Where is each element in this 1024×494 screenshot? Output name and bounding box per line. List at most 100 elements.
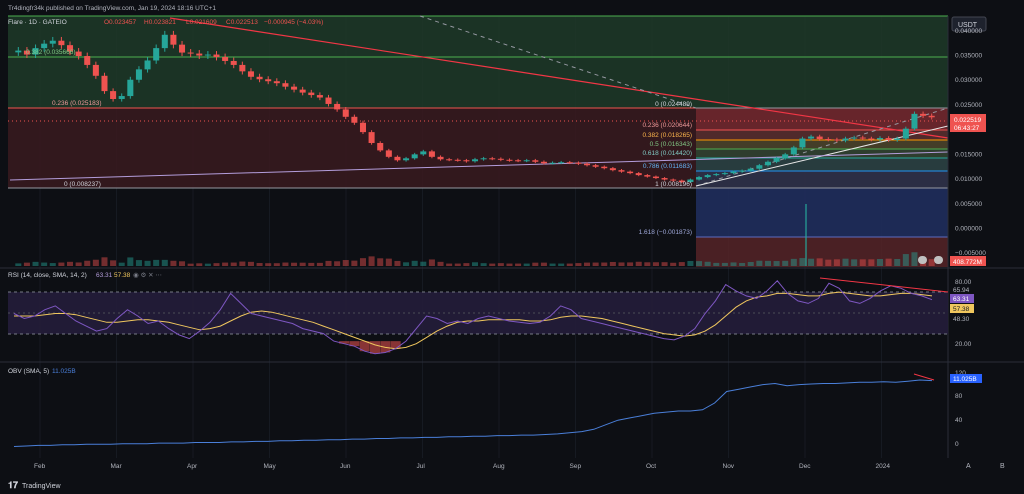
log-scale-button[interactable]: B xyxy=(1000,463,1005,470)
volume-bar xyxy=(618,262,625,266)
dashed-line-2[interactable] xyxy=(695,107,949,187)
rsi-tick: 20.00 xyxy=(955,341,972,348)
volume-bar xyxy=(161,259,168,266)
indicator-controls[interactable]: ◉ ⚙ ✕ ⋯ xyxy=(133,272,162,279)
price-tick: 0.035000 xyxy=(955,53,982,60)
obv-tag-bg xyxy=(950,374,982,383)
candle xyxy=(41,43,48,49)
volume-bar xyxy=(222,262,229,266)
candle xyxy=(351,116,358,123)
time-tick: Dec xyxy=(799,463,811,470)
volume-bar xyxy=(773,261,780,266)
flag-icon[interactable] xyxy=(934,256,943,264)
volume-bar xyxy=(153,259,160,266)
volume-bar xyxy=(471,262,479,266)
volume-bar xyxy=(816,258,823,266)
obv-divergence-line[interactable] xyxy=(913,373,935,381)
fib-zone-e xyxy=(696,158,948,171)
candle xyxy=(489,158,496,160)
ohlc-change: −0.000945 (−4.03%) xyxy=(264,19,323,26)
candle xyxy=(394,156,401,161)
rsi-header: RSI (14, close, SMA, 14, 2) 63.31 57.38 xyxy=(8,272,131,279)
volume-bar xyxy=(575,263,582,266)
fib-zone-g xyxy=(696,188,948,237)
candle xyxy=(75,51,82,57)
volume-bar xyxy=(204,263,211,266)
volume-bar xyxy=(601,262,608,266)
candle xyxy=(282,83,289,87)
ohlc-close: C0.022513 xyxy=(226,19,258,26)
flag-icon[interactable] xyxy=(918,256,927,264)
candle xyxy=(256,76,263,80)
volume-bar xyxy=(859,259,866,266)
volume-bar xyxy=(678,262,685,266)
volume-bar xyxy=(540,262,547,266)
volume-bar xyxy=(230,262,237,266)
candle xyxy=(299,89,306,93)
candle xyxy=(23,50,30,55)
obv-value: 11.025B xyxy=(52,368,76,375)
fib-zone-h xyxy=(696,237,948,267)
candle xyxy=(782,154,789,159)
volume-bar xyxy=(454,263,461,266)
obv-title[interactable]: OBV (SMA, 5) xyxy=(8,368,49,375)
fib-zone-c xyxy=(696,140,948,149)
candle xyxy=(273,81,280,84)
volume-bar xyxy=(696,261,703,266)
currency-button[interactable] xyxy=(951,16,987,32)
obv-axis: 120 80 40 0 11.025B xyxy=(950,370,982,448)
candle xyxy=(213,54,220,58)
volume-bar xyxy=(170,260,177,266)
volume-bar xyxy=(799,258,806,266)
trendlines xyxy=(9,15,949,187)
candle xyxy=(515,160,522,162)
auto-scale-button[interactable]: A xyxy=(966,463,971,470)
candle xyxy=(635,173,642,176)
candle xyxy=(291,86,298,90)
volume-bar xyxy=(247,261,254,266)
obv-tag: 11.025B xyxy=(953,376,977,383)
candle xyxy=(739,170,746,172)
volume-bar xyxy=(851,259,858,266)
support-line[interactable] xyxy=(9,151,949,181)
price-axis-bg xyxy=(948,16,988,268)
volume-bar xyxy=(764,260,771,266)
volume-bar xyxy=(92,259,99,266)
rsi-title[interactable]: RSI (14, close, SMA, 14, 2) xyxy=(8,272,87,279)
volume-bar xyxy=(187,263,194,266)
rsi-line[interactable] xyxy=(13,280,933,355)
candle xyxy=(644,175,651,177)
fib-label-0236: 0.236 (0.025183) xyxy=(52,100,102,107)
fib-lower-label-0236: 0.236 (0.020644) xyxy=(642,122,692,129)
volume-bar xyxy=(256,263,263,266)
candle xyxy=(799,138,806,148)
down-trendline[interactable] xyxy=(169,17,949,139)
candle xyxy=(316,95,323,98)
volume-bar xyxy=(49,263,56,266)
time-tick: Mar xyxy=(111,463,123,470)
volume-bar xyxy=(670,262,677,266)
fib-lower-label-1618: 1.618 (−0.001873) xyxy=(639,229,692,236)
volume-bar xyxy=(299,262,306,266)
volume-bar xyxy=(394,260,401,266)
rsi-tag: 63.31 xyxy=(953,296,970,303)
candle xyxy=(92,64,99,76)
symbol-line[interactable]: Flare · 1D · GATEIO xyxy=(8,19,67,26)
volume-bar xyxy=(635,261,642,266)
rsi-tag-bg xyxy=(950,294,974,303)
obv-line[interactable] xyxy=(13,379,933,447)
candle xyxy=(127,79,134,97)
volume-bar xyxy=(584,262,591,266)
rsi-oversold-fill xyxy=(359,341,370,352)
obv-tick: 0 xyxy=(955,441,959,448)
volume-bar xyxy=(721,262,728,266)
dashed-line-1[interactable] xyxy=(419,15,697,109)
candle xyxy=(368,132,375,143)
rsi-divergence-line[interactable] xyxy=(819,277,949,293)
candle xyxy=(894,138,901,141)
candle xyxy=(833,139,840,141)
rsi-oversold-fill xyxy=(370,341,381,354)
candle xyxy=(342,109,349,117)
candle xyxy=(32,48,39,55)
